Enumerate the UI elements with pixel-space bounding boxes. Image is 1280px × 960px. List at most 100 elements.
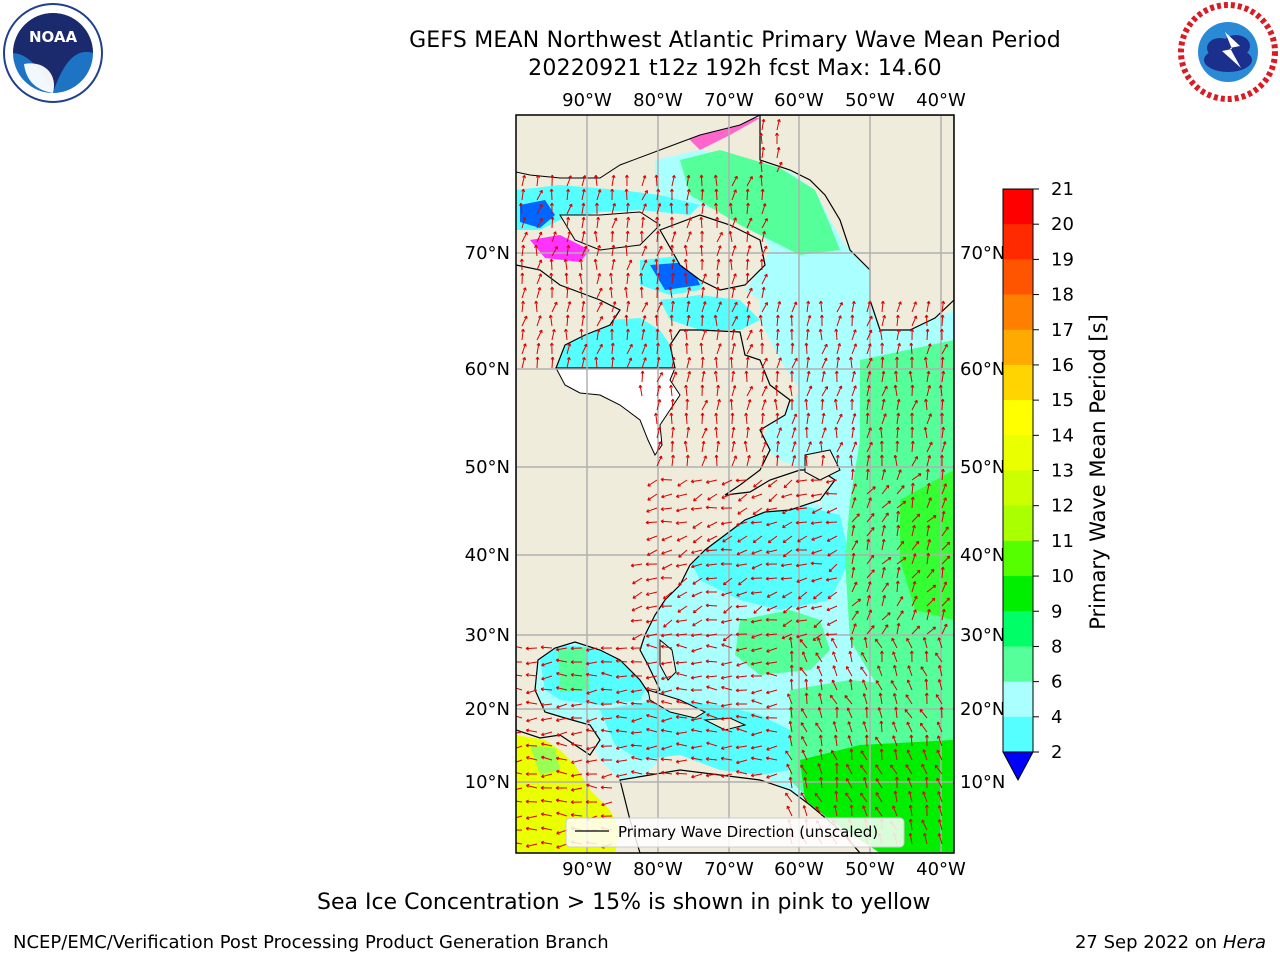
wave-arrow: [714, 454, 719, 467]
wave-arrow: [789, 328, 794, 341]
wave-arrow: [536, 189, 543, 201]
wave-arrow: [941, 608, 946, 621]
wave-arrow: [832, 665, 838, 677]
wave-arrow: [905, 694, 913, 705]
wave-arrow: [866, 554, 875, 565]
wave-arrow: [692, 521, 703, 529]
wave-arrow: [540, 798, 553, 803]
wave-arrow: [866, 581, 872, 593]
wave-arrow: [661, 535, 673, 542]
wave-arrow: [655, 286, 660, 299]
wave-arrow: [776, 427, 782, 439]
wave-arrow: [789, 314, 794, 327]
colorbar-tick-label: 18: [1051, 285, 1074, 306]
wave-arrow: [896, 610, 904, 621]
wave-arrow: [641, 189, 648, 201]
wave-arrow: [736, 521, 748, 527]
wave-arrow: [716, 384, 721, 397]
wave-arrow: [609, 286, 613, 299]
wave-arrow: [875, 778, 883, 789]
wave-arrow: [789, 664, 794, 677]
wave-arrow: [578, 272, 583, 285]
wave-arrow: [937, 664, 943, 677]
wave-arrow: [780, 576, 793, 581]
wave-arrow: [761, 245, 768, 257]
wave-arrow: [864, 706, 869, 719]
wave-arrow: [752, 535, 763, 544]
wave-arrow: [706, 535, 718, 542]
lat-label-left: 30°N: [465, 625, 510, 646]
wave-arrow: [624, 314, 629, 327]
wave-arrow: [540, 703, 553, 707]
wave-arrow: [788, 776, 793, 789]
wave-arrow: [880, 356, 885, 369]
wave-arrow: [797, 591, 808, 600]
wave-arrow: [881, 512, 889, 523]
wave-arrow: [783, 605, 793, 614]
wave-arrow: [937, 637, 943, 649]
wave-arrow: [878, 692, 883, 705]
wave-arrow: [911, 553, 917, 565]
wave-arrow: [615, 714, 628, 719]
lat-label-right: 20°N: [960, 699, 1005, 720]
wave-arrow: [700, 258, 705, 271]
wave-arrow: [630, 743, 643, 748]
wave-arrow: [833, 804, 838, 817]
wave-arrow: [782, 549, 793, 558]
wave-arrow: [570, 742, 583, 747]
wave-arrow: [541, 773, 553, 779]
wave-arrow: [550, 356, 555, 369]
wave-arrow: [671, 231, 677, 243]
wave-arrow: [593, 230, 598, 243]
wave-arrow: [926, 597, 936, 607]
wave-arrow: [834, 426, 839, 439]
wave-arrow: [795, 520, 808, 525]
wave-arrow: [736, 661, 748, 667]
wave-arrow: [713, 314, 718, 327]
wave-arrow: [851, 329, 857, 341]
wave-arrow: [705, 576, 718, 581]
wave-arrow: [716, 398, 721, 411]
lon-label-bottom: 40°W: [916, 859, 966, 880]
wave-arrow: [937, 819, 943, 831]
wave-arrow: [700, 384, 705, 397]
wave-arrow: [669, 412, 674, 425]
wave-arrow: [812, 633, 823, 641]
wave-arrow: [895, 580, 900, 593]
wave-arrow: [847, 735, 853, 747]
wave-arrow: [941, 623, 948, 635]
wave-arrow: [851, 623, 857, 635]
wave-arrow: [785, 792, 793, 803]
wave-arrow: [909, 650, 914, 663]
wave-arrow: [601, 671, 613, 677]
wave-arrow: [861, 651, 868, 663]
wave-arrow: [736, 549, 748, 556]
wave-arrow: [746, 314, 751, 327]
wave-arrow: [849, 636, 854, 649]
wave-arrow: [926, 482, 931, 495]
wave-arrow: [850, 314, 855, 327]
wave-arrow: [911, 540, 920, 551]
wave-arrow: [660, 757, 673, 762]
lon-label-top: 80°W: [633, 90, 683, 111]
wave-arrow: [729, 398, 734, 411]
wave-arrow: [563, 258, 568, 271]
wave-arrow: [730, 412, 735, 425]
wave-arrow: [671, 371, 678, 383]
wave-arrow: [525, 646, 538, 651]
wave-arrow: [776, 328, 780, 341]
wave-arrow: [825, 520, 838, 525]
wave-arrow: [816, 665, 823, 677]
wave-arrow: [692, 535, 703, 544]
wave-arrow: [630, 563, 643, 568]
wave-arrow: [936, 749, 943, 761]
wave-arrow: [935, 652, 943, 663]
wave-arrow: [731, 286, 736, 299]
wave-arrow: [781, 493, 793, 499]
wave-arrow: [766, 647, 778, 653]
wave-arrow: [701, 455, 707, 467]
wave-arrow: [849, 804, 854, 817]
wave-arrow: [761, 286, 766, 299]
wave-arrow: [686, 217, 692, 229]
wave-arrow: [714, 426, 719, 439]
